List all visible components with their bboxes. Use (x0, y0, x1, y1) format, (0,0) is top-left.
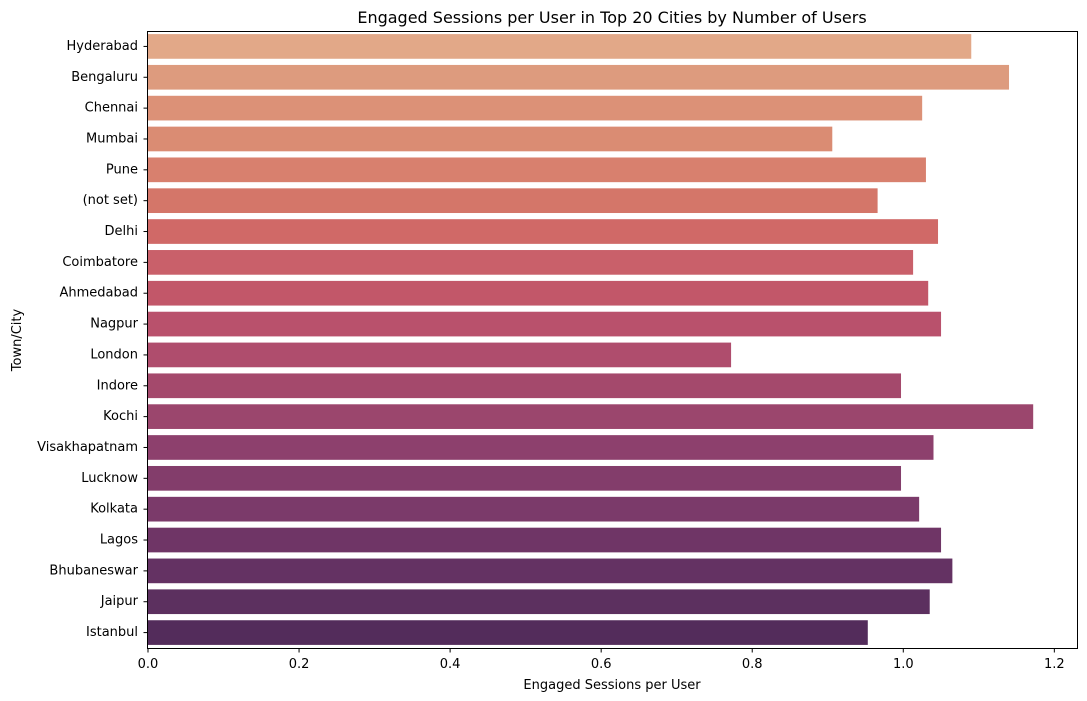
bar-12 (148, 404, 1034, 429)
x-tick-label-0: 0.0 (138, 657, 159, 672)
y-tick-label-16: Lagos (100, 533, 138, 548)
bar-15 (148, 496, 920, 522)
y-tick-label-6: Delhi (105, 224, 138, 239)
bars-group (148, 34, 1034, 645)
y-tick-label-4: Pune (106, 162, 138, 177)
bar-16 (148, 527, 942, 553)
y-tick-label-10: London (90, 347, 138, 362)
x-tick-label-2: 0.4 (440, 657, 461, 672)
y-tick-label-13: Visakhapatnam (37, 440, 138, 455)
x-tick-label-6: 1.2 (1044, 657, 1065, 672)
bar-0 (148, 34, 972, 59)
y-tick-label-3: Mumbai (86, 131, 138, 146)
y-tick-label-19: Istanbul (86, 625, 138, 640)
y-tick-label-9: Nagpur (90, 317, 138, 332)
y-axis-label: Town/City (10, 308, 25, 372)
bar-4 (148, 157, 926, 183)
y-tick-label-18: Jaipur (100, 594, 139, 609)
bar-10 (148, 342, 732, 368)
x-axis-ticks: 0.0 0.2 0.4 0.6 0.8 1.0 1.2 (138, 648, 1065, 672)
bar-14 (148, 465, 902, 491)
bar-8 (148, 280, 929, 306)
y-tick-label-14: Lucknow (81, 471, 138, 486)
x-tick-label-4: 0.8 (742, 657, 763, 672)
y-tick-label-15: Kolkata (90, 502, 138, 517)
y-tick-label-5: (not set) (83, 193, 138, 208)
bar-2 (148, 95, 923, 121)
bar-5 (148, 188, 878, 214)
y-tick-label-7: Coimbatore (62, 255, 138, 270)
bar-7 (148, 250, 914, 275)
x-tick-label-1: 0.2 (289, 657, 310, 672)
y-tick-label-11: Indore (97, 378, 138, 393)
y-tick-label-0: Hyderabad (67, 39, 139, 54)
bar-19 (148, 620, 868, 645)
chart-title: Engaged Sessions per User in Top 20 Citi… (357, 8, 866, 27)
y-tick-label-12: Kochi (103, 409, 138, 424)
y-tick-label-1: Bengaluru (71, 70, 138, 85)
bar-13 (148, 435, 934, 460)
plot-frame (147, 31, 1078, 649)
x-axis-label: Engaged Sessions per User (523, 678, 701, 693)
bar-11 (148, 373, 902, 399)
y-tick-label-2: Chennai (85, 101, 138, 116)
y-tick-label-8: Ahmedabad (60, 286, 138, 301)
y-tick-label-17: Bhubaneswar (49, 563, 138, 578)
bar-17 (148, 558, 953, 584)
x-tick-label-3: 0.6 (591, 657, 612, 672)
bar-1 (148, 64, 1010, 90)
bar-9 (148, 311, 942, 337)
bar-18 (148, 589, 930, 615)
y-axis-ticks: Hyderabad Bengaluru Chennai Mumbai Pune (not … (37, 39, 148, 640)
bar-3 (148, 126, 833, 152)
x-tick-label-5: 1.0 (893, 657, 914, 672)
bar-6 (148, 219, 939, 244)
